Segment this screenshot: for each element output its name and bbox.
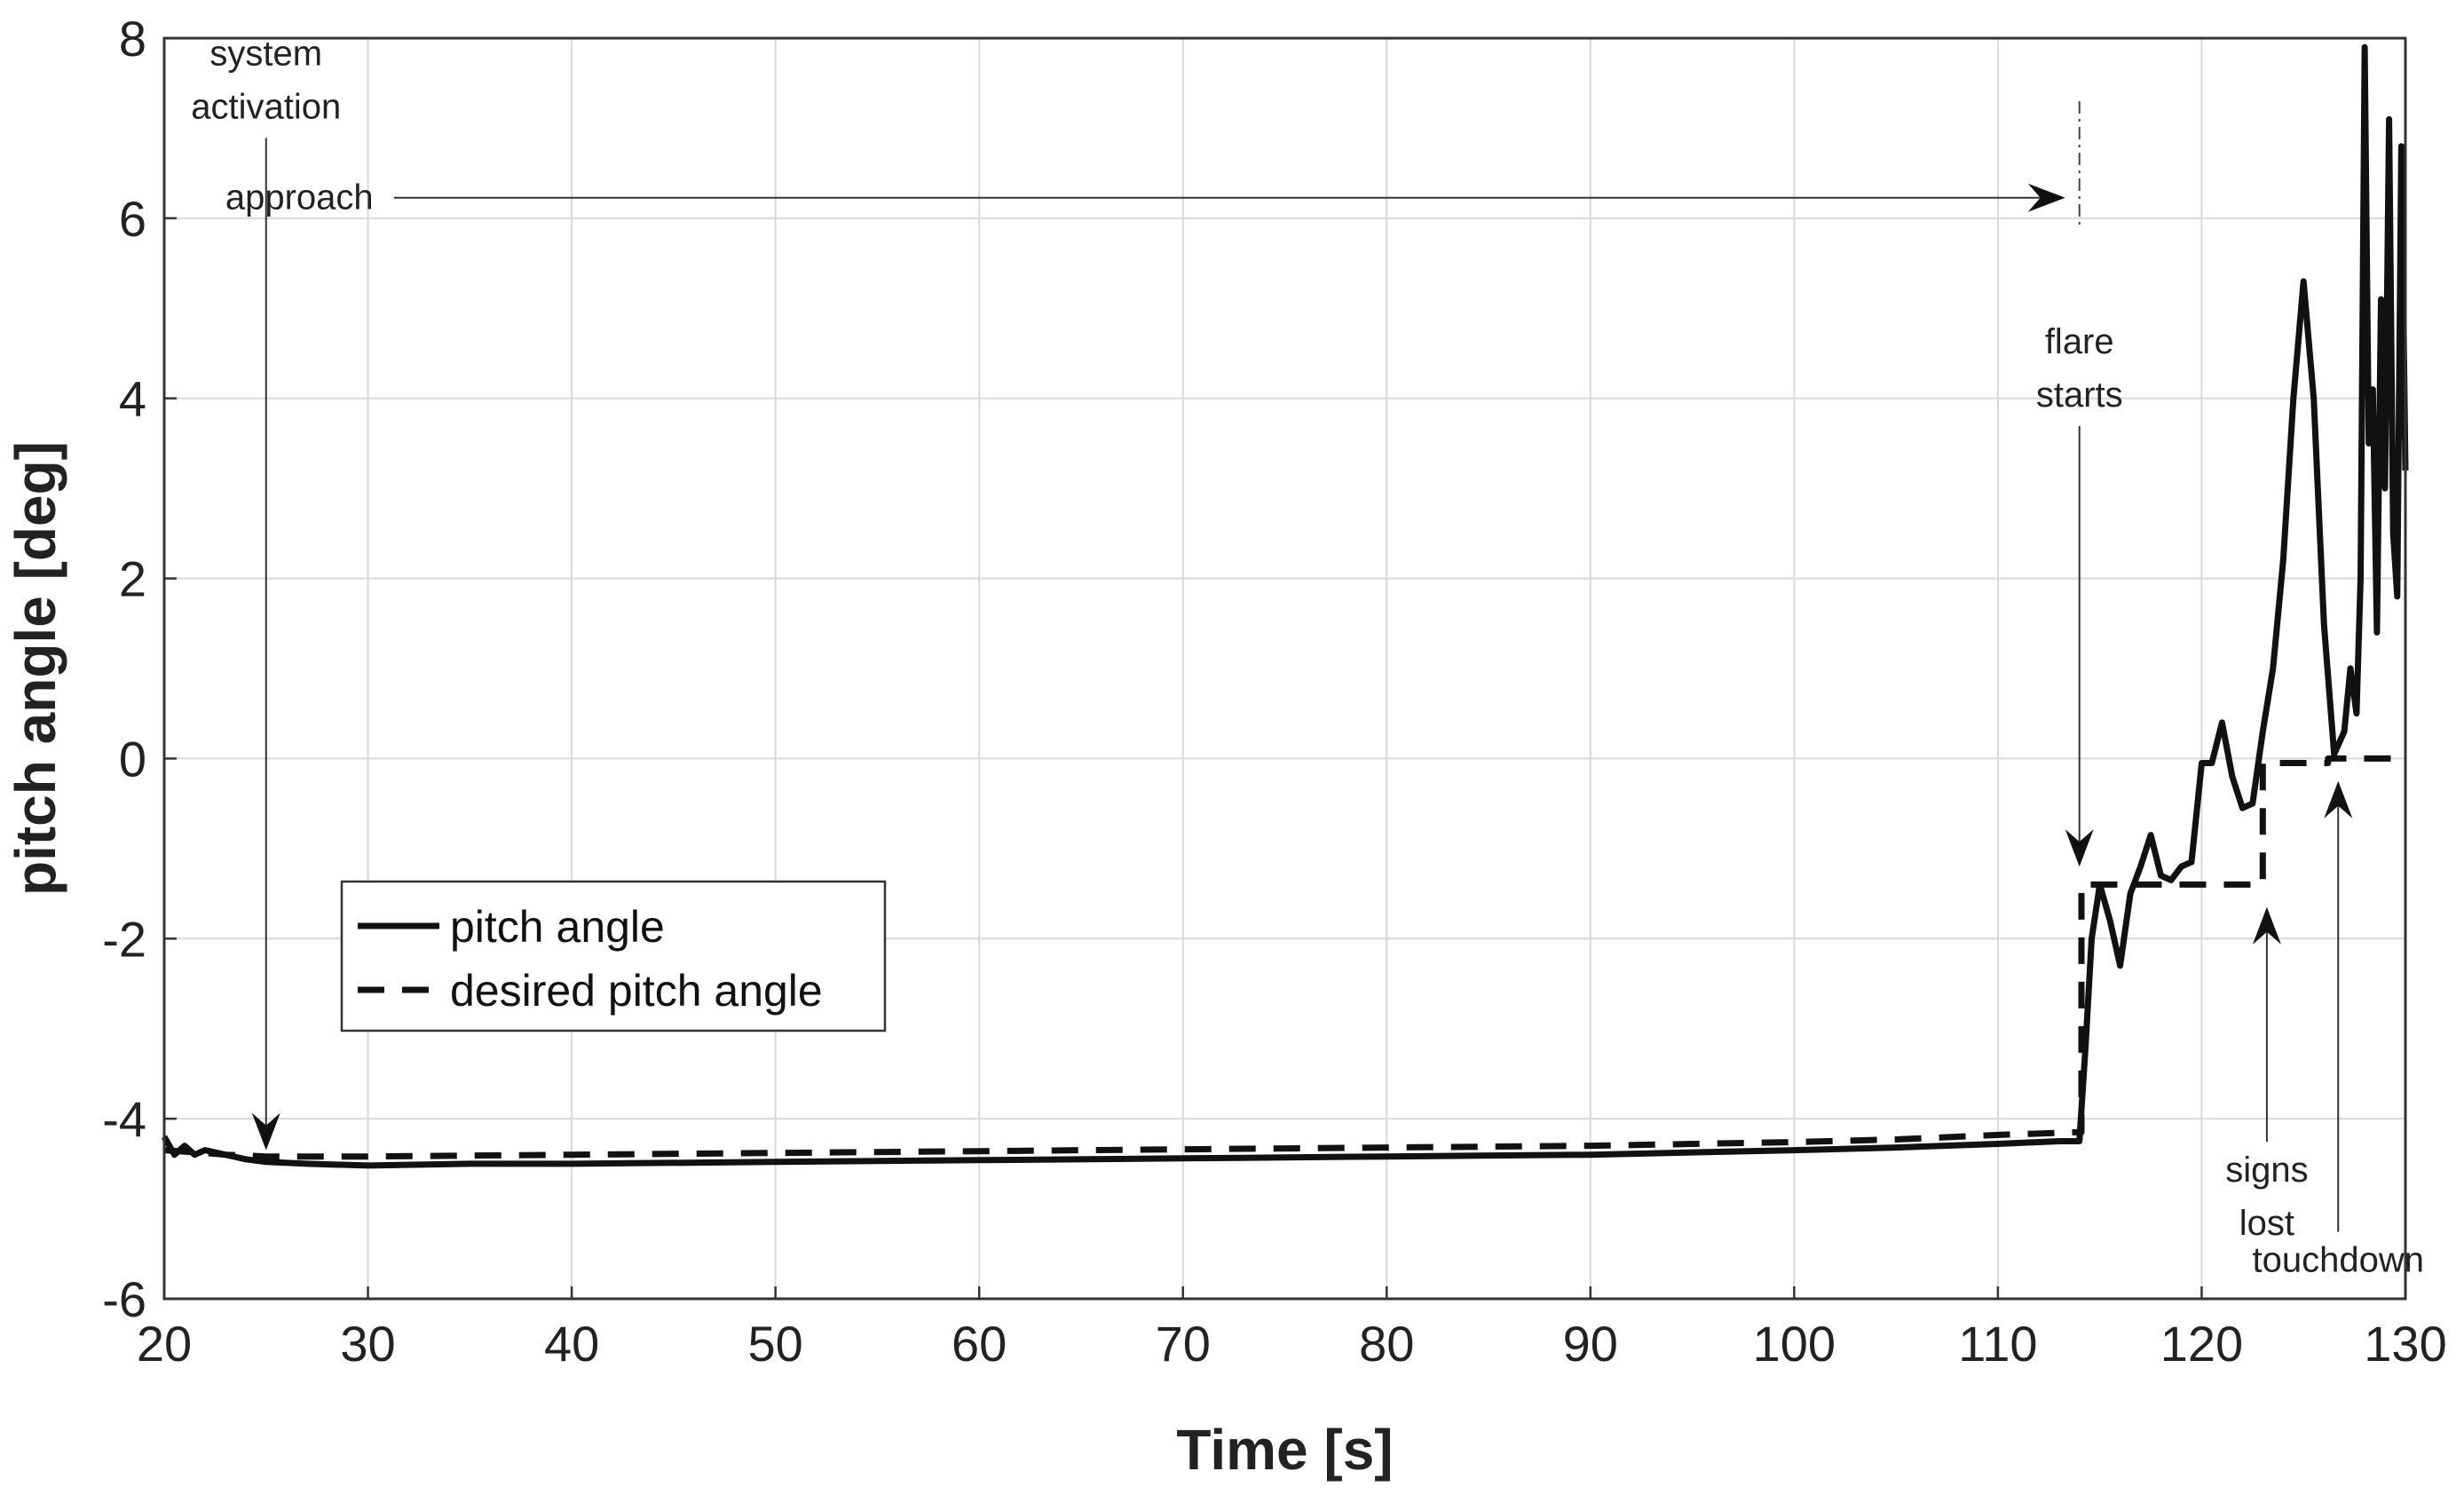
- legend-box: [340, 880, 887, 1032]
- y-tick-label: -2: [102, 911, 146, 967]
- plot-frame: [162, 36, 2407, 1301]
- annotation-text: signs lost: [2225, 1151, 2308, 1243]
- annotation-line: starts: [2036, 376, 2123, 415]
- y-tick-label: -4: [102, 1091, 146, 1147]
- annotation-arrowhead: [2252, 906, 2281, 945]
- annotation-line: approach: [225, 178, 374, 218]
- annotation-arrowhead: [2027, 183, 2065, 212]
- annotation-line: system: [209, 34, 322, 73]
- x-tick-label: 40: [544, 1316, 599, 1372]
- y-axis-title: pitch angle [deg]: [4, 441, 67, 896]
- x-tick-label: 70: [1156, 1316, 1211, 1372]
- y-tick-label: 2: [119, 551, 146, 607]
- series-line-pitch-angle: [161, 44, 2409, 1169]
- annotation-text: approach: [225, 178, 374, 218]
- y-tick-label: 6: [119, 191, 146, 247]
- annotation-arrowhead: [2065, 829, 2094, 867]
- x-tick-label: 110: [1958, 1316, 2037, 1372]
- annotation-arrowhead: [2324, 780, 2353, 819]
- series-line-desired-pitch-angle: [163, 755, 2405, 1160]
- series-group: [161, 44, 2409, 1169]
- annotation-text: flare starts: [2036, 322, 2123, 415]
- y-tick-label: 0: [119, 731, 146, 787]
- annotation-2: flare starts: [2036, 322, 2123, 867]
- annotation-arrowhead: [251, 1112, 280, 1151]
- annotation-0: system activation: [191, 34, 341, 1151]
- annotation-text: system activation: [191, 34, 341, 126]
- x-tick-label: 130: [2364, 1316, 2446, 1372]
- x-tick-label: 20: [137, 1316, 192, 1372]
- y-tick-label: -6: [102, 1271, 146, 1327]
- annotation-3: signs lost: [2225, 906, 2309, 1243]
- legend-label-desired-pitch-angle: desired pitch angle: [450, 966, 823, 1016]
- x-axis-title: Time [s]: [1176, 1418, 1393, 1482]
- x-tick-label: 30: [340, 1316, 395, 1372]
- annotation-4: touchdown: [2253, 780, 2424, 1280]
- y-tick-label: 4: [119, 371, 146, 427]
- annotation-line: flare: [2045, 322, 2114, 361]
- x-tick-label: 90: [1563, 1316, 1618, 1372]
- x-tick-label: 120: [2160, 1316, 2243, 1372]
- x-tick-label: 80: [1359, 1316, 1414, 1372]
- annotation-line: activation: [191, 87, 341, 126]
- annotations: system activation approach flare starts signs…: [191, 34, 2424, 1279]
- annotation-text: touchdown: [2253, 1241, 2424, 1280]
- annotation-line: touchdown: [2253, 1241, 2424, 1280]
- legend-label-pitch-angle: pitch angle: [450, 902, 665, 952]
- annotation-line: signs: [2225, 1151, 2308, 1190]
- y-tick-label: 8: [119, 11, 146, 67]
- annotation-line: lost: [2239, 1204, 2294, 1243]
- tick-labels: 20 30 40 50 60 70 80 90 100 110 120 130 -6 -4 -2 0 2 4 6 8: [102, 11, 2447, 1372]
- annotation-1: approach: [225, 178, 2065, 218]
- legend: pitch angle desired pitch angle: [340, 880, 887, 1032]
- x-tick-label: 100: [1753, 1316, 1836, 1372]
- x-tick-label: 60: [952, 1316, 1007, 1372]
- x-tick-label: 50: [747, 1316, 802, 1372]
